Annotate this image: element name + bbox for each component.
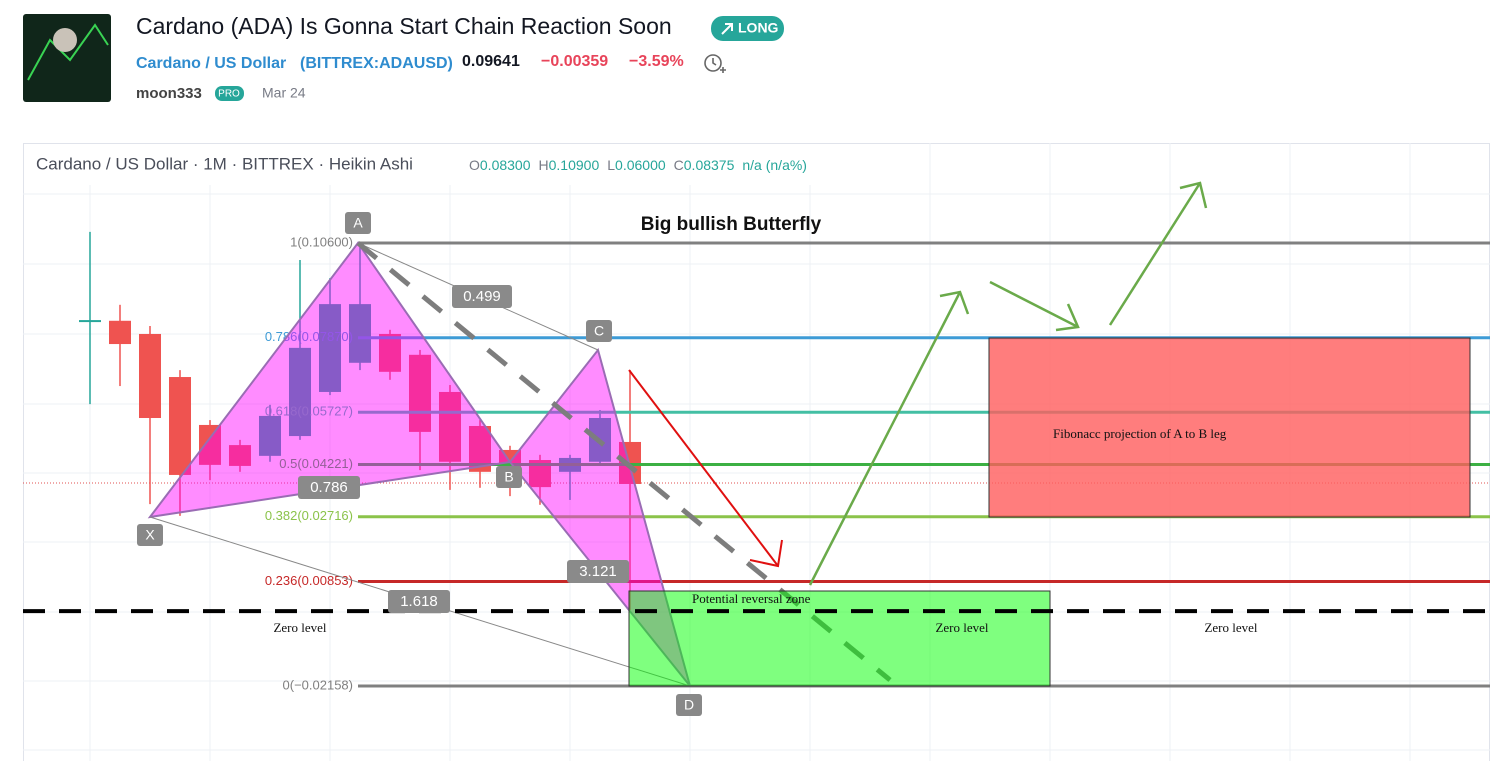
arrow-head <box>1055 303 1080 332</box>
point-tag <box>345 212 371 234</box>
price-change: −0.00359 <box>541 53 608 70</box>
arrow-shaft <box>628 369 779 567</box>
zero-label: Zero level <box>1204 620 1257 635</box>
point-label: C <box>594 323 604 339</box>
ratio-tag <box>298 476 360 499</box>
badge-icon <box>721 23 733 35</box>
alert-icon[interactable] <box>712 58 726 73</box>
price: 0.09641 <box>462 53 520 70</box>
candle-body <box>109 320 131 345</box>
point-label: A <box>353 215 363 231</box>
candle-body <box>349 304 371 363</box>
candle-body <box>319 304 341 392</box>
zero-level: Zero level Zero level Zero level <box>23 609 1490 635</box>
fib-label: 0.618(0.05727) <box>265 404 353 419</box>
legend-value: 0.06000 <box>615 157 666 173</box>
ratio-tag <box>452 285 512 308</box>
arrow-head <box>939 290 970 315</box>
point-label: X <box>145 527 155 543</box>
price-change-pct: −3.59% <box>629 53 684 70</box>
alert-button[interactable] <box>704 54 726 73</box>
ratio-label: 1.618 <box>400 593 438 610</box>
fib-label: 1(0.10600) <box>290 234 353 249</box>
long-badge <box>711 16 784 41</box>
point-tag <box>137 524 163 546</box>
legend-key: C <box>674 157 684 173</box>
reversal-note: Potential reversal zone <box>692 591 811 606</box>
arrow-shaft <box>808 291 962 586</box>
candle-body <box>259 415 281 456</box>
symbol-link[interactable]: Cardano / US Dollar <box>136 55 286 72</box>
legend-key: L <box>607 157 615 173</box>
fib-label: 0.382(0.02716) <box>265 508 353 523</box>
pro-badge <box>215 86 244 101</box>
alert-icon[interactable] <box>704 54 722 72</box>
dashed-trend <box>356 241 892 682</box>
zero-label: Zero level <box>273 620 326 635</box>
arrow-head <box>1179 181 1208 209</box>
red-arrow <box>628 369 783 568</box>
legend-ohlc: O0.08300 H0.10900 L0.06000 C0.08375 n/a (n/a… <box>469 157 807 173</box>
reversal-zone <box>628 590 1051 687</box>
ratio-tag <box>567 560 629 583</box>
zero-label: Zero level <box>935 620 988 635</box>
candle-body <box>169 377 191 475</box>
candle-body <box>289 347 311 437</box>
arrow-shaft <box>1108 182 1202 326</box>
point-tag <box>676 694 702 716</box>
candle-body <box>469 425 491 472</box>
ratio-label: 0.499 <box>463 288 501 305</box>
candle-body <box>619 441 641 484</box>
legend-change: n/a (n/a%) <box>742 157 807 173</box>
pro-badge-text: PRO <box>218 89 240 100</box>
point-label: D <box>684 697 694 713</box>
arrow-head <box>749 539 783 568</box>
candle-body <box>529 460 551 488</box>
fib-label: 0.236(0.00853) <box>265 573 353 588</box>
avatar[interactable] <box>23 14 111 102</box>
point-tag <box>586 320 612 342</box>
ratio-label: 0.786 <box>310 479 348 496</box>
point-label: B <box>504 469 513 485</box>
fib-label: 0(−0.02158) <box>283 677 353 692</box>
ratio-tag <box>388 590 450 613</box>
legend-key: O <box>469 157 480 173</box>
candle-body <box>199 424 221 465</box>
legend-value: 0.08300 <box>480 157 531 173</box>
ratio-label: 3.121 <box>579 563 617 580</box>
green-arrows <box>808 181 1208 586</box>
exchange-link[interactable]: (BITTREX:ADAUSD) <box>300 55 453 72</box>
avatar-art <box>27 23 109 81</box>
pattern-title: Big bullish Butterfly <box>641 214 822 235</box>
projection-box <box>988 337 1471 518</box>
legend-value: 0.10900 <box>549 157 600 173</box>
badge-text: LONG <box>738 20 779 36</box>
author[interactable]: moon333 <box>136 85 202 102</box>
candle-body <box>229 445 251 466</box>
idea-title: Cardano (ADA) Is Gonna Start Chain React… <box>136 13 672 39</box>
candle-body <box>79 320 101 323</box>
legend-value: 0.08375 <box>684 157 735 173</box>
legend-name: Cardano / US Dollar · 1M · BITTREX · Hei… <box>36 154 413 173</box>
point-tag <box>496 466 522 488</box>
projection-note: Fibonacc projection of A to B leg <box>1053 426 1227 441</box>
avatar-art <box>53 28 77 52</box>
fib-label: 0.786(0.07870) <box>265 329 353 344</box>
publish-date: Mar 24 <box>262 85 306 101</box>
fib-label: 0.5(0.04221) <box>279 456 353 471</box>
candle-body <box>139 333 161 419</box>
legend-key: H <box>539 157 549 173</box>
candle-body <box>379 333 401 372</box>
candle-body <box>439 391 461 462</box>
arrow-shaft <box>989 280 1079 329</box>
